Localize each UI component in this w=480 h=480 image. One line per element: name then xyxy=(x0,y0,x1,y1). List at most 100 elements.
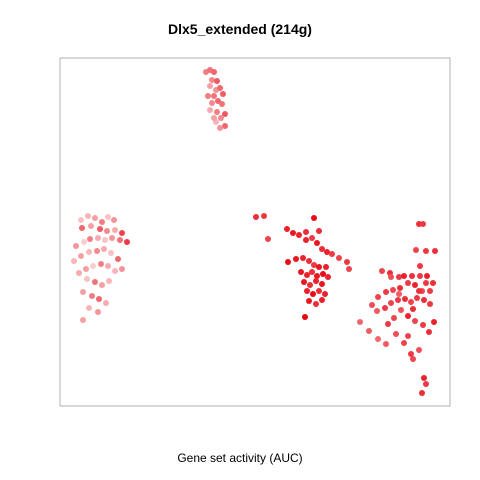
data-point xyxy=(90,263,96,269)
data-point xyxy=(412,318,418,324)
data-point xyxy=(94,248,100,254)
data-point xyxy=(307,282,313,288)
data-point xyxy=(95,235,101,241)
data-point xyxy=(80,289,86,295)
data-point xyxy=(217,125,223,131)
data-point xyxy=(119,230,125,236)
data-point xyxy=(410,356,416,362)
data-point xyxy=(409,273,415,279)
data-point xyxy=(413,247,419,253)
data-point xyxy=(421,297,427,303)
data-point xyxy=(304,288,310,294)
data-point xyxy=(88,223,94,229)
data-point xyxy=(207,83,213,89)
plot-frame xyxy=(60,58,450,406)
data-point xyxy=(416,347,422,353)
data-point xyxy=(119,266,125,272)
data-point xyxy=(89,293,95,299)
data-point xyxy=(316,264,322,270)
data-point xyxy=(86,305,92,311)
data-point xyxy=(117,237,123,243)
data-point xyxy=(298,269,304,275)
data-point xyxy=(265,236,271,242)
data-point xyxy=(218,115,224,121)
data-point xyxy=(311,215,317,221)
data-point xyxy=(423,248,429,254)
data-point xyxy=(87,236,93,242)
data-point xyxy=(388,274,394,280)
data-point xyxy=(112,227,118,233)
data-point xyxy=(323,264,329,270)
data-point xyxy=(313,301,319,307)
data-point xyxy=(383,289,389,295)
data-point xyxy=(423,381,429,387)
data-point xyxy=(319,297,325,303)
data-point xyxy=(78,253,84,259)
data-point xyxy=(383,341,389,347)
data-point xyxy=(375,336,381,342)
data-point xyxy=(261,213,267,219)
data-point xyxy=(424,273,430,279)
data-point xyxy=(253,214,259,220)
data-point xyxy=(105,263,111,269)
data-point xyxy=(92,279,98,285)
data-point xyxy=(71,258,77,264)
data-point xyxy=(410,306,416,312)
data-point xyxy=(416,288,422,294)
data-point xyxy=(104,228,110,234)
data-point xyxy=(336,255,342,261)
data-point xyxy=(300,255,306,261)
data-point xyxy=(207,107,213,113)
data-point xyxy=(92,215,98,221)
data-point xyxy=(314,240,320,246)
data-point xyxy=(420,322,426,328)
data-point xyxy=(219,101,225,107)
data-point xyxy=(419,390,425,396)
data-point xyxy=(76,270,82,276)
data-point xyxy=(98,261,104,267)
data-point xyxy=(106,278,112,284)
data-point xyxy=(316,288,322,294)
data-point xyxy=(423,280,429,286)
data-point xyxy=(301,279,307,285)
data-point xyxy=(85,213,91,219)
data-point xyxy=(313,278,319,284)
data-point xyxy=(103,300,109,306)
data-point xyxy=(293,256,299,262)
data-point xyxy=(105,214,111,220)
data-point xyxy=(285,259,291,265)
data-point xyxy=(109,235,115,241)
data-point xyxy=(412,282,418,288)
data-point xyxy=(431,319,437,325)
data-point xyxy=(344,259,350,265)
data-point xyxy=(84,276,90,282)
data-point xyxy=(388,300,394,306)
data-point xyxy=(310,291,316,297)
data-point xyxy=(421,375,427,381)
data-point xyxy=(426,329,432,335)
data-point xyxy=(99,282,105,288)
data-point xyxy=(405,313,411,319)
data-point xyxy=(402,296,408,302)
data-point xyxy=(401,273,407,279)
data-point xyxy=(80,317,86,323)
data-point xyxy=(79,225,85,231)
points-layer xyxy=(71,67,438,396)
data-point xyxy=(397,285,403,291)
data-point xyxy=(99,219,105,225)
data-point xyxy=(405,333,411,339)
data-point xyxy=(96,296,102,302)
data-point xyxy=(379,268,385,274)
data-point xyxy=(357,319,363,325)
data-point xyxy=(309,269,315,275)
data-point xyxy=(396,291,402,297)
data-point xyxy=(97,226,103,232)
data-point xyxy=(417,263,423,269)
data-point xyxy=(78,217,84,223)
data-point xyxy=(375,294,381,300)
data-point xyxy=(217,85,223,91)
data-point xyxy=(329,251,335,257)
data-point xyxy=(209,100,215,106)
data-point xyxy=(309,235,315,241)
